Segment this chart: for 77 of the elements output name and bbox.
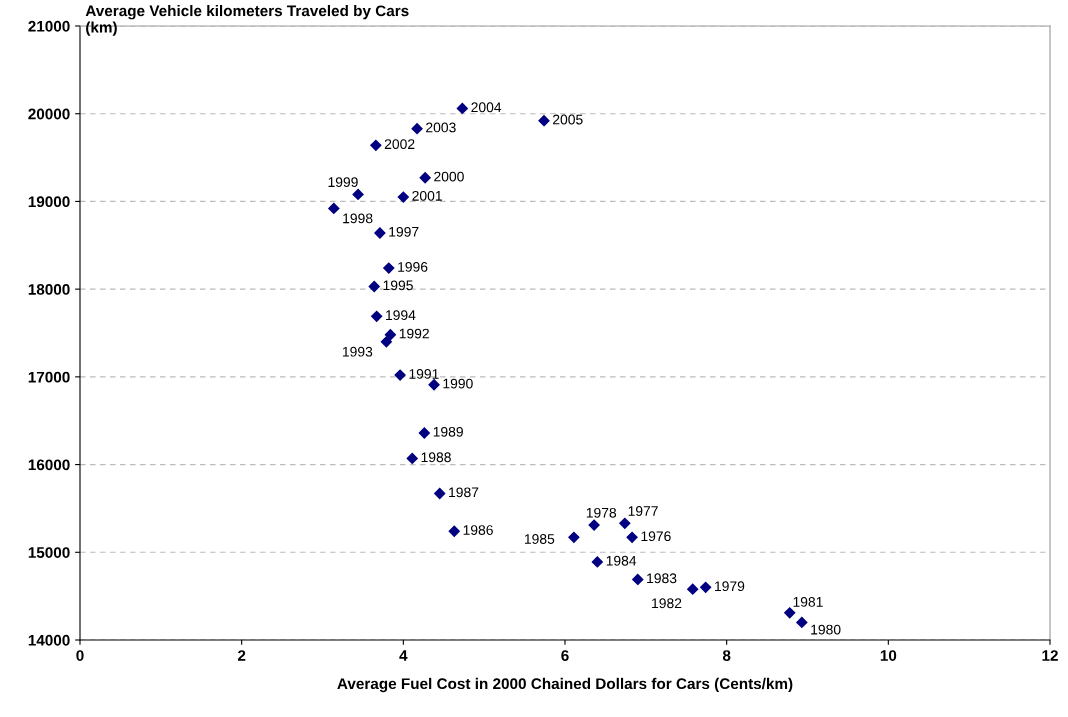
annotation: 1980 xyxy=(811,624,841,635)
annotation: 2005 xyxy=(553,114,583,125)
y-tick-label: 21000 xyxy=(28,20,70,32)
y-tick-label: 17000 xyxy=(28,371,70,383)
x-tick-label: 6 xyxy=(561,650,569,661)
annotation: 2001 xyxy=(412,190,442,201)
point xyxy=(418,427,430,439)
annotation: 1977 xyxy=(628,506,658,516)
point xyxy=(368,280,380,293)
point xyxy=(411,123,423,135)
x-axis-title: Average Fuel Cost in 2000 Chained Dollars for Cars (Cents/km) xyxy=(337,677,793,693)
x-tick-label: 10 xyxy=(880,650,897,661)
point xyxy=(380,336,392,348)
annotation: 1998 xyxy=(343,213,373,224)
point xyxy=(394,369,406,381)
point xyxy=(371,310,383,322)
annotation: 1983 xyxy=(647,573,677,584)
point xyxy=(588,519,600,531)
annotation: 1985 xyxy=(524,534,555,544)
point xyxy=(384,329,397,341)
annotation: 1982 xyxy=(652,598,682,609)
point xyxy=(370,139,382,151)
annotation: 1991 xyxy=(409,369,439,379)
annotation: 2000 xyxy=(434,171,464,182)
point xyxy=(687,583,699,595)
annotation: 1989 xyxy=(433,426,463,437)
point xyxy=(328,202,340,215)
point xyxy=(796,616,808,629)
point xyxy=(397,191,409,203)
y-tick-label: 15000 xyxy=(28,547,70,558)
annotation: 1995 xyxy=(383,280,413,291)
annotation: 1981 xyxy=(793,596,823,607)
annotation: 1999 xyxy=(328,177,358,188)
annotation: 1996 xyxy=(398,261,428,272)
annotation: 1992 xyxy=(399,328,429,339)
point xyxy=(352,188,364,201)
point xyxy=(538,115,550,127)
x-tick-label: 4 xyxy=(399,650,408,661)
point xyxy=(784,607,796,619)
annotation: 1984 xyxy=(606,555,637,566)
y-tick-label: 20000 xyxy=(28,108,70,120)
point xyxy=(591,556,603,568)
point xyxy=(626,531,638,543)
point xyxy=(568,531,580,543)
point xyxy=(406,452,418,465)
annotation: 1976 xyxy=(641,531,671,542)
point xyxy=(448,525,460,537)
y-tick-label: 16000 xyxy=(28,459,70,471)
point xyxy=(428,379,440,391)
annotation: 1988 xyxy=(421,452,451,463)
annotation: 1978 xyxy=(586,507,617,518)
annotation: 2002 xyxy=(384,139,415,150)
annotation: 1997 xyxy=(389,226,419,237)
y-tick-label: 19000 xyxy=(28,196,70,208)
y-tick-label: 18000 xyxy=(28,284,70,295)
point xyxy=(383,262,395,274)
x-tick-label: 12 xyxy=(1042,650,1058,661)
annotation: 2004 xyxy=(471,102,502,113)
annotation: 2003 xyxy=(426,122,456,133)
point xyxy=(700,581,712,593)
annotation: 1979 xyxy=(715,581,745,592)
y-tick-label: 14000 xyxy=(28,634,70,646)
annotation: 1986 xyxy=(463,525,493,535)
point xyxy=(632,573,644,586)
annotation: 1993 xyxy=(342,346,373,357)
annotation: 1994 xyxy=(386,310,416,321)
x-tick-label: 2 xyxy=(237,650,246,661)
point xyxy=(434,487,446,500)
x-tick-label: 0 xyxy=(76,650,84,661)
point xyxy=(456,102,468,115)
x-tick-label: 8 xyxy=(722,650,731,661)
point xyxy=(619,517,631,529)
y-axis-title: Average Vehicle kilometers Traveled by Cars (km) xyxy=(85,5,409,36)
annotation: 1990 xyxy=(443,378,473,389)
point xyxy=(374,227,386,239)
annotation: 1987 xyxy=(449,487,479,498)
point xyxy=(419,172,431,184)
